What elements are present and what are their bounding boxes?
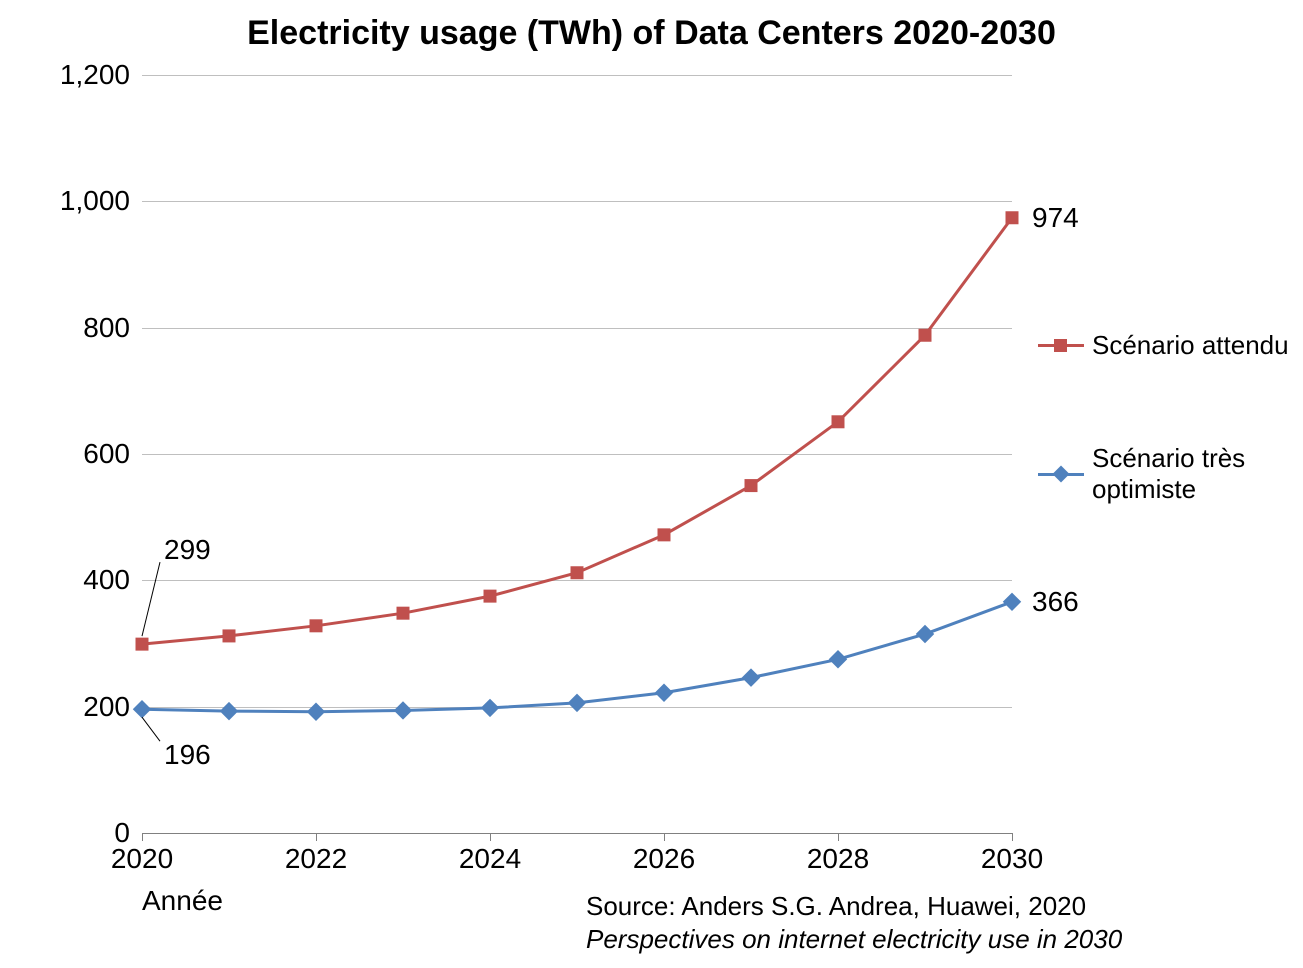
leader-line [142,562,160,636]
y-tick-label: 600 [83,438,142,470]
marker-optimistic [481,699,499,717]
chart-container: Electricity usage (TWh) of Data Centers … [0,0,1303,968]
leader-line [142,717,160,741]
marker-expected [658,528,671,541]
marker-optimistic [568,694,586,712]
marker-expected [745,479,758,492]
source-line-2: Perspectives on internet electricity use… [586,923,1122,956]
legend-swatch-expected [1038,344,1084,347]
y-tick-label: 800 [83,312,142,344]
marker-expected [397,607,410,620]
x-axis-line [142,833,1012,834]
y-tick-label: 200 [83,691,142,723]
marker-optimistic [1003,593,1021,611]
data-label: 299 [164,534,211,566]
marker-expected [484,590,497,603]
x-tick-label: 2024 [459,833,521,875]
x-tick-label: 2030 [981,833,1043,875]
x-tick-label: 2026 [633,833,695,875]
y-tick-label: 1,200 [60,59,142,91]
source-caption: Source: Anders S.G. Andrea, Huawei, 2020… [586,890,1122,955]
marker-expected [919,329,932,342]
series-svg [142,75,1012,833]
data-label: 366 [1032,586,1079,618]
marker-expected [1006,211,1019,224]
source-line-1: Source: Anders S.G. Andrea, Huawei, 2020 [586,890,1122,923]
legend: Scénario attendu Scénario très optimiste [1038,330,1302,587]
marker-optimistic [220,702,238,720]
marker-expected [136,638,149,651]
legend-item-optimistic: Scénario très optimiste [1038,443,1302,505]
x-axis-label: Année [142,885,223,917]
marker-optimistic [307,702,325,720]
marker-optimistic [916,625,934,643]
marker-optimistic [829,650,847,668]
marker-optimistic [742,668,760,686]
legend-swatch-optimistic [1038,473,1084,476]
x-tick-label: 2022 [285,833,347,875]
data-label: 974 [1032,202,1079,234]
marker-optimistic [655,684,673,702]
marker-expected [571,566,584,579]
plot-area: 02004006008001,0001,20020202022202420262… [142,75,1012,833]
series-line-expected [142,218,1012,644]
legend-item-expected: Scénario attendu [1038,330,1302,361]
y-tick-label: 400 [83,564,142,596]
data-label: 196 [164,739,211,771]
chart-title: Electricity usage (TWh) of Data Centers … [0,14,1303,53]
marker-expected [832,415,845,428]
marker-expected [223,629,236,642]
marker-optimistic [394,701,412,719]
x-tick-label: 2020 [111,833,173,875]
x-tick-label: 2028 [807,833,869,875]
marker-expected [310,619,323,632]
legend-label-expected: Scénario attendu [1092,330,1289,361]
y-tick-label: 1,000 [60,185,142,217]
legend-label-optimistic: Scénario très optimiste [1092,443,1302,505]
